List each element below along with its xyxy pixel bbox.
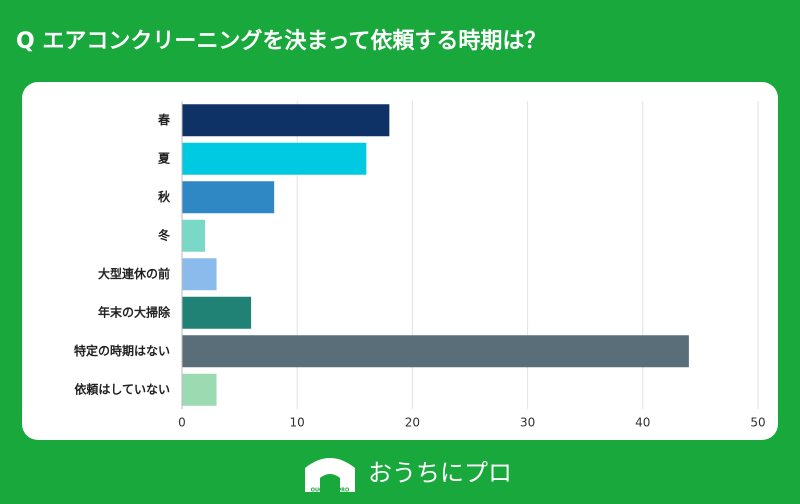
- x-tick-label: 0: [178, 416, 186, 430]
- logo-subtext: OUCHI ni PRO: [311, 488, 350, 494]
- y-tick-label: 年末の大掃除: [98, 304, 171, 319]
- y-tick-label: 夏: [158, 151, 171, 165]
- bar: [182, 373, 217, 406]
- y-tick-label: 冬: [158, 227, 170, 242]
- x-tick-label: 40: [635, 416, 650, 430]
- chart-title: Q エアコンクリーニングを決まって依頼する時期は？: [16, 28, 546, 54]
- bar: [182, 335, 689, 368]
- bar: [182, 258, 217, 291]
- bar: [182, 296, 252, 329]
- y-tick-label: 依頼はしていない: [74, 381, 170, 396]
- bar: [182, 219, 206, 252]
- bar: [182, 104, 390, 137]
- y-tick-label: 秋: [158, 189, 171, 204]
- y-tick-label: 大型連休の前: [98, 266, 170, 281]
- y-tick-label: 春: [157, 112, 171, 127]
- x-tick-label: 30: [520, 416, 535, 430]
- logo-door: [320, 474, 340, 492]
- x-tick-label: 10: [290, 416, 305, 430]
- bar: [182, 181, 275, 214]
- logo: OUCHI ni PRO おうちにプロ: [305, 458, 512, 494]
- x-tick-label: 20: [405, 416, 420, 430]
- bar: [182, 142, 367, 175]
- logo-text: おうちにプロ: [368, 459, 512, 487]
- x-tick-label: 50: [750, 416, 765, 430]
- y-tick-label: 特定の時期はない: [74, 343, 170, 358]
